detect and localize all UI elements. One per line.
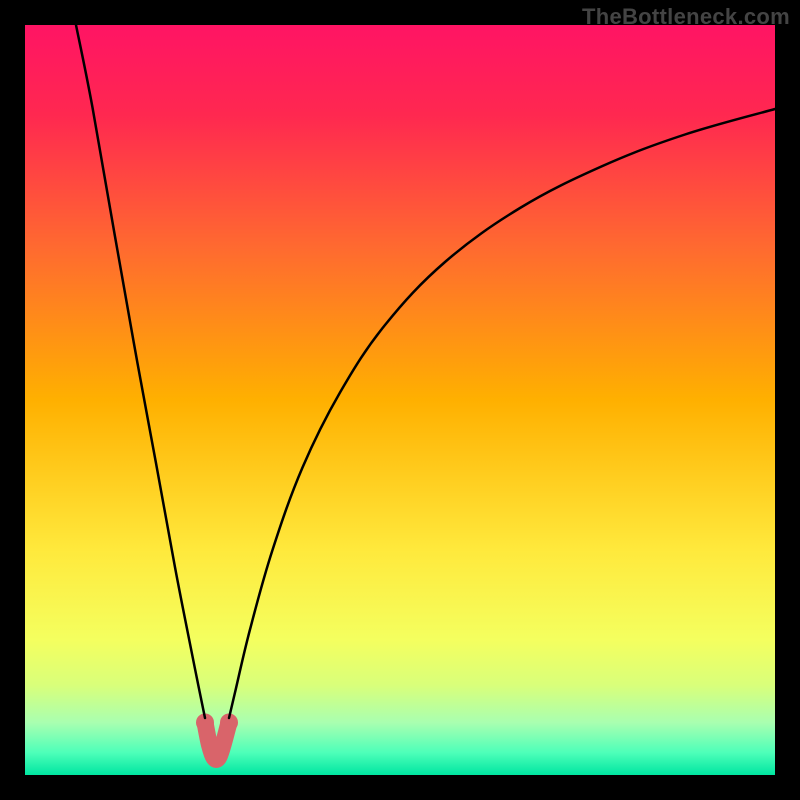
chart-svg	[0, 0, 800, 800]
chart-container: TheBottleneck.com	[0, 0, 800, 800]
plot-background	[25, 25, 775, 775]
